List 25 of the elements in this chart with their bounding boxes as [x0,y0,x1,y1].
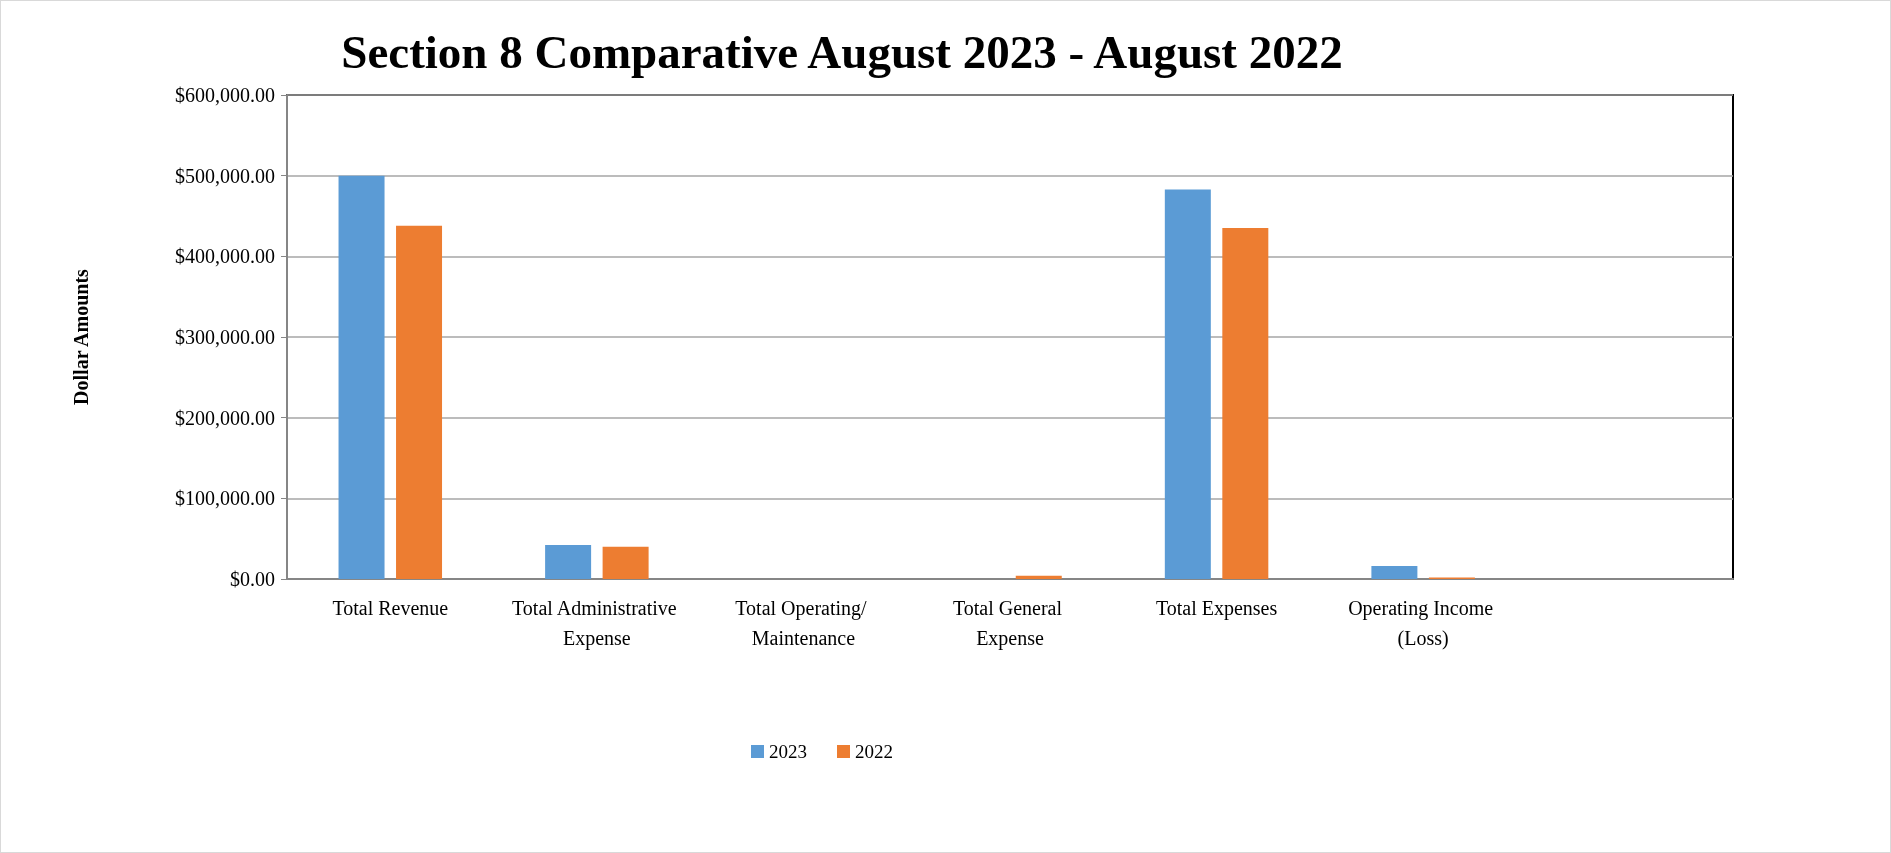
legend-label: 2023 [769,741,807,762]
bar [1015,575,1062,579]
x-tick-label: Total Administrative Expense [512,597,682,650]
y-tick-label: $400,000.00 [175,245,275,268]
y-tick-label: $100,000.00 [175,487,275,510]
bar [1164,189,1211,579]
y-tick-label: $200,000.00 [175,406,275,429]
x-tick-label: Total Revenue [332,597,449,619]
x-tick-label: Total General Expense [952,597,1068,650]
x-tick-label: Total Operating/ Maintenance [735,597,872,649]
y-tick-label: $0.00 [230,568,275,590]
y-tick-label: $500,000.00 [175,164,275,187]
bar [1371,566,1418,579]
bar [1222,228,1269,579]
x-tick-label: Total Expenses [1155,597,1278,620]
chart-title: Section 8 Comparative August 2023 - August 2022 [341,25,1343,78]
bar [396,225,443,579]
y-tick-label: $600,000.00 [175,84,275,106]
x-tick-label: Operating Income (Loss) [1348,597,1499,650]
bar [545,545,592,579]
legend-label: 2022 [855,741,893,762]
bar [338,175,385,579]
bar [602,546,649,579]
y-axis-title: Dollar Amounts [70,268,92,405]
y-tick-label: $300,000.00 [175,326,275,348]
